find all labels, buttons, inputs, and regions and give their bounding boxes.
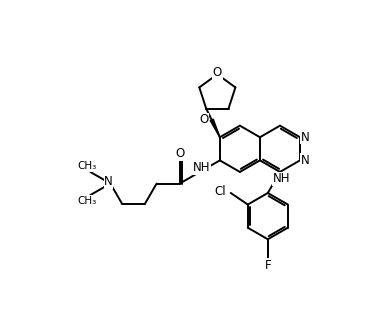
Text: O: O [199,113,208,126]
Text: NH: NH [193,161,211,174]
Text: O: O [213,66,222,79]
Text: O: O [175,147,184,160]
Text: Cl: Cl [214,185,226,198]
Text: CH₃: CH₃ [78,196,97,206]
Polygon shape [210,119,220,137]
Text: N: N [301,131,309,144]
Text: N: N [104,175,113,188]
Text: N: N [301,154,309,167]
Text: CH₃: CH₃ [78,161,97,171]
Text: F: F [265,259,271,272]
Text: NH: NH [272,172,290,185]
